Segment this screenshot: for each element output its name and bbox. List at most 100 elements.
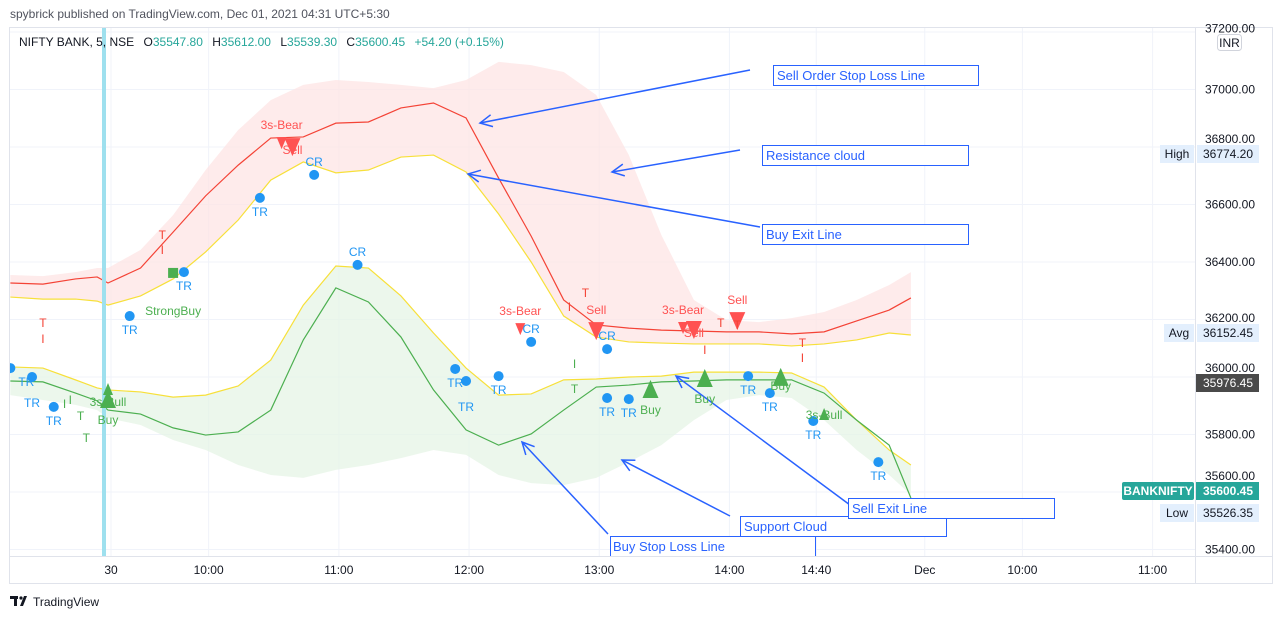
series-line (10, 265, 912, 466)
time-tick-label: 14:40 (801, 563, 831, 577)
sell-triangle-icon (685, 320, 702, 339)
annotation-text: Sell Order Stop Loss Line (777, 68, 925, 83)
buy-triangle-icon (819, 407, 830, 420)
marker-label: StrongBuy (145, 304, 201, 318)
resistance-cloud (10, 61, 911, 346)
price-tick-label: 36200.00 (1205, 311, 1255, 325)
marker-label: T (39, 316, 47, 330)
ohlc-legend: NIFTY BANK, 5, NSE O35547.80 H35612.00 L… (19, 35, 504, 49)
annotation-buy-stop-loss-line[interactable]: Buy Stop Loss Line (520, 440, 816, 567)
tradingview-logo[interactable]: TradingView (10, 595, 99, 609)
marker-label: TR (599, 405, 615, 419)
tr-cr-dot (602, 344, 613, 355)
marker-label: Buy (640, 403, 661, 417)
currency-badge[interactable]: INR (1217, 34, 1242, 51)
annotation-box (848, 498, 1055, 519)
marker-label: I (568, 300, 571, 314)
symbol-badge-label: BANKNIFTY (1123, 484, 1192, 498)
marker-label: TR (176, 279, 192, 293)
price-tick-label: 36600.00 (1205, 198, 1255, 212)
marker-label: Sell (586, 303, 606, 317)
marker-label: I (41, 332, 44, 346)
last-price-badge: BANKNIFTY 35600.45 (1122, 482, 1259, 500)
crosshair-price: 35976.45 (1203, 376, 1253, 390)
symbol-title[interactable]: NIFTY BANK, 5, NSE (19, 35, 134, 49)
price-tick-label: 36400.00 (1205, 255, 1255, 269)
arrowhead-icon (674, 374, 690, 389)
open-value: 35547.80 (153, 35, 203, 49)
annotation-sell-order-stop-loss-line[interactable]: Sell Order Stop Loss Line (478, 65, 979, 128)
support-cloud (10, 266, 911, 495)
marker-label: I (801, 351, 804, 365)
sell-triangle-icon (515, 323, 526, 336)
marker-label: 3s-Bull (90, 395, 127, 409)
tr-cr-dot (743, 371, 754, 382)
low-badge-value: 35526.35 (1203, 506, 1253, 520)
price-tick-label: 36800.00 (1205, 132, 1255, 146)
arrow-line (479, 69, 751, 124)
annotation-text: Resistance cloud (766, 148, 865, 163)
tr-cr-dot (450, 363, 461, 374)
time-axis[interactable]: 30 10:00 11:00 12:00 13:00 14:00 14:40 Dec 10:00… (104, 563, 1167, 577)
annotation-text: Buy Exit Line (766, 227, 842, 242)
time-tick-label: 10:00 (1007, 563, 1037, 577)
buy-triangle-icon (103, 382, 113, 395)
annotation-box (610, 536, 816, 556)
marker-label: TR (24, 396, 40, 410)
marker-label: TR (447, 376, 463, 390)
buy-triangle-icon (100, 390, 116, 408)
arrow-line (621, 459, 731, 517)
clouds (10, 61, 911, 495)
annotation-box (762, 145, 969, 166)
low-label: L (280, 35, 287, 49)
time-tick-label: 10:00 (194, 563, 224, 577)
crosshair-price-badge: 35976.45 (1196, 374, 1259, 392)
marker-label: CR (522, 322, 540, 336)
high-badge-label: High (1165, 147, 1190, 161)
marker-label: I (69, 393, 72, 407)
annotation-sell-exit-line[interactable]: Sell Exit Line (674, 374, 1055, 519)
marker-label: 3s-Bear (662, 303, 704, 317)
buy-triangle-icon (772, 367, 789, 386)
time-tick-label: 11:00 (1138, 563, 1167, 577)
high-badge-value: 36774.20 (1203, 147, 1253, 161)
arrow-line (611, 149, 741, 173)
marker-label: TR (621, 406, 637, 420)
price-tick-label: 36000.00 (1205, 361, 1255, 375)
annotation-buy-exit-line[interactable]: Buy Exit Line (466, 169, 969, 245)
series-line (10, 287, 912, 499)
session-break (102, 28, 106, 556)
time-tick-label: 13:00 (584, 563, 614, 577)
sell-triangle-icon (729, 312, 746, 331)
marker-label: CR (349, 245, 367, 259)
marker-label: T (159, 228, 167, 242)
marker-label: TR (18, 375, 34, 389)
marker-label: Sell (282, 143, 302, 157)
annotation-box (773, 65, 979, 86)
marker-label: Sell (727, 293, 747, 307)
marker-label: Sell (684, 326, 704, 340)
indicator-lines (10, 102, 912, 499)
tr-cr-dot (254, 192, 265, 203)
change-value: +54.20 (+0.15%) (415, 35, 504, 49)
annotation-support-cloud[interactable]: Support Cloud (620, 459, 947, 537)
tr-cr-dot (808, 415, 819, 426)
arrowhead-icon (620, 459, 636, 472)
marker-label: T (83, 431, 91, 445)
marker-label: 3s-Bull (806, 408, 843, 422)
price-axis[interactable]: 37200.00 37000.00 36800.00 36600.00 36400.00… (1205, 22, 1255, 557)
marker-label: TR (762, 400, 778, 414)
arrowhead-icon (520, 440, 535, 456)
annotation-resistance-cloud[interactable]: Resistance cloud (610, 145, 969, 177)
close-label: C (346, 35, 355, 49)
arrowhead-icon (610, 163, 626, 177)
high-badge: High 36774.20 (1160, 145, 1259, 163)
currency-text: INR (1219, 36, 1240, 50)
low-badge: Low 35526.35 (1160, 504, 1259, 522)
sell-triangle-icon (678, 321, 689, 334)
annotation-text: Sell Exit Line (852, 501, 927, 516)
price-tick-label: 37000.00 (1205, 83, 1255, 97)
tr-cr-dot (461, 376, 472, 387)
tradingview-logo-icon (10, 596, 27, 606)
